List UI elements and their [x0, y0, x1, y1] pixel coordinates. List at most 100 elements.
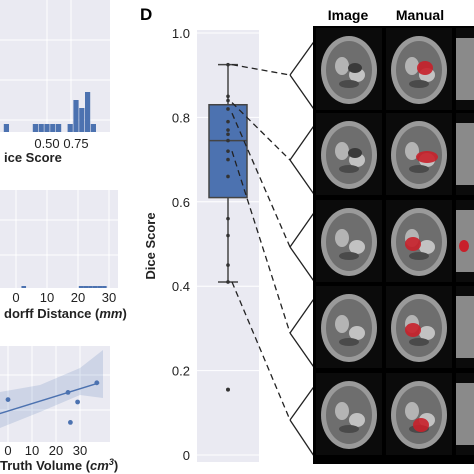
- mri-ventricle: [339, 425, 359, 433]
- mri-brain: [326, 299, 372, 357]
- histogram-hausdorff-xlabel: dorff Distance (mm): [4, 306, 127, 321]
- box-dice-ytick: 0: [183, 448, 190, 463]
- scatter-volume-point: [75, 399, 80, 405]
- histogram-hausdorff-bar: [97, 286, 102, 288]
- header-manual: Manual: [396, 7, 444, 23]
- box-dice-point: [226, 280, 230, 284]
- histogram-hausdorff-bars: [21, 286, 107, 288]
- scatter-volume-xlabel: Truth Volume (cm3): [0, 457, 118, 473]
- scatter-volume-point: [65, 390, 71, 395]
- box-dice-ytick: 1.0: [172, 26, 190, 41]
- mri-ventricle: [409, 338, 429, 346]
- mri-partial-slice: [456, 38, 474, 100]
- histogram-dice-bar: [50, 124, 56, 132]
- mri-ventricle: [339, 80, 359, 88]
- box-dice-point: [226, 128, 230, 132]
- scatter-volume-tick: 0: [4, 443, 11, 458]
- box-dice-point: [226, 174, 230, 179]
- histogram-hausdorff-tick: 30: [102, 290, 116, 305]
- scatter-volume-grid: [0, 346, 110, 442]
- histogram-dice-xlabel: ice Score: [4, 150, 62, 165]
- box-dice-link-lines: [231, 64, 291, 421]
- box-dice-ylabel: Dice Score: [143, 212, 158, 279]
- mri-ventricle: [339, 338, 359, 346]
- histogram-dice-bars: [3, 92, 96, 132]
- histogram-dice-grid: [0, 0, 110, 132]
- box-dice-point: [226, 233, 230, 238]
- mri-tissue: [349, 326, 365, 340]
- mri-tissue: [405, 142, 419, 160]
- mri-tissue: [335, 57, 349, 75]
- scatter-volume-tick: 10: [25, 443, 39, 458]
- histogram-hausdorff-grid: [0, 190, 118, 288]
- mri-tissue: [335, 142, 349, 160]
- histogram-hausdorff-bar: [78, 286, 84, 288]
- histogram-dice-bar: [3, 124, 9, 132]
- box-dice-ytick: 0.6: [172, 195, 190, 210]
- mri-grid: [313, 26, 474, 464]
- mri-tissue: [405, 57, 419, 75]
- histogram-dice-panel: 0.50 0.75 ice Score: [0, 0, 110, 165]
- scatter-volume-tick: 20: [49, 443, 63, 458]
- histogram-hausdorff-bar: [88, 286, 93, 288]
- mri-lesion-shadow: [348, 63, 362, 73]
- box-dice-point: [226, 263, 230, 267]
- histogram-hausdorff-tick: 0: [12, 290, 19, 305]
- mri-lesion-shadow: [348, 148, 362, 158]
- mri-tissue: [335, 315, 349, 333]
- histogram-dice-tick: 0.50: [34, 136, 59, 151]
- mri-lesion-mask: [416, 151, 438, 163]
- scatter-volume-fit-line-group: [0, 382, 100, 415]
- mri-ventricle: [339, 252, 359, 260]
- mri-ventricle: [409, 252, 429, 260]
- mri-tissue: [349, 413, 365, 427]
- histogram-dice-bar: [73, 100, 79, 132]
- mri-ventricle: [409, 165, 429, 173]
- box-dice-point: [226, 157, 230, 162]
- mri-tissue: [335, 229, 349, 247]
- histogram-dice-bar: [32, 124, 38, 132]
- histogram-hausdorff-bar: [21, 286, 27, 288]
- histogram-dice-plot-area: [0, 0, 110, 132]
- mri-brain: [326, 386, 372, 444]
- box-dice-link-line: [231, 112, 291, 248]
- mri-brain: [326, 213, 372, 271]
- mri-tissue: [405, 402, 419, 420]
- mri-lesion-mask: [417, 61, 433, 75]
- scatter-volume-confidence-band: [0, 350, 103, 428]
- mri-partial-slice: [456, 383, 474, 445]
- histogram-dice-bar: [67, 124, 73, 132]
- scatter-volume-plot-area: [0, 346, 110, 442]
- box-dice-point: [226, 94, 230, 99]
- box-dice-point: [226, 107, 230, 111]
- box-dice-point: [226, 119, 230, 124]
- mri-tissue: [419, 326, 435, 340]
- box-dice-point: [226, 62, 230, 67]
- histogram-dice-bar: [90, 124, 96, 132]
- scatter-volume-point: [5, 397, 11, 402]
- histogram-dice-bar: [44, 124, 50, 132]
- box-dice-point: [226, 132, 230, 137]
- histogram-dice-bar: [38, 124, 44, 132]
- histogram-hausdorff-panel: 0 10 20 30 dorff Distance (mm): [0, 190, 127, 321]
- header-image: Image: [328, 7, 369, 23]
- histogram-hausdorff-bar: [83, 286, 89, 288]
- panel-letter: D: [140, 5, 152, 24]
- mri-tissue: [419, 240, 435, 254]
- mri-tissue: [335, 402, 349, 420]
- mri-brain: [396, 386, 442, 444]
- histogram-hausdorff-tick: 10: [40, 290, 54, 305]
- histogram-hausdorff-bar: [92, 286, 98, 288]
- mri-partial-slice: [456, 123, 474, 185]
- mri-lesion-mask: [413, 418, 429, 432]
- box-dice-link-line: [231, 102, 291, 161]
- mri-ventricle: [339, 165, 359, 173]
- histogram-dice-tick: 0.75: [63, 136, 88, 151]
- scatter-volume-points: [5, 380, 100, 425]
- box-dice-outlier: [226, 387, 230, 392]
- scatter-volume-point: [94, 380, 100, 386]
- box-dice-link-line: [231, 150, 291, 334]
- mri-lesion-mask: [459, 240, 469, 252]
- box-dice-ytick: 0.8: [172, 110, 190, 125]
- box-dice-point: [226, 98, 230, 103]
